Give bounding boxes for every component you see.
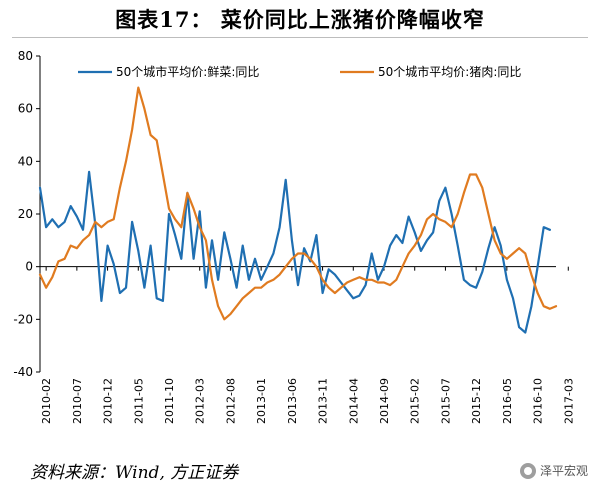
title-divider [12, 37, 588, 38]
legend-label-1: 50个城市平均价:鲜菜:同比 [116, 64, 259, 79]
x-tick-label: 2010-07 [71, 378, 84, 424]
chart-legend: 50个城市平均价:鲜菜:同比 50个城市平均价:猪肉:同比 [78, 64, 521, 79]
x-tick-label: 2012-03 [194, 378, 207, 424]
x-tick-label: 2017-03 [562, 378, 575, 424]
y-tick-label: 40 [18, 154, 33, 168]
x-tick-label: 2010-02 [40, 378, 53, 424]
x-tick-label: 2012-08 [224, 378, 237, 424]
chart-axes: -40 -20 0 20 40 60 80 2010-02 2010-07 2010-12 2011… [13, 49, 575, 424]
source-note: 资料来源：Wind, 方正证券 [30, 463, 239, 483]
x-tick-label: 2015-12 [470, 378, 483, 424]
x-tick-label: 2015-07 [439, 378, 452, 424]
x-tick-label: 2015-02 [409, 378, 422, 424]
y-tick-label: -20 [13, 312, 33, 326]
y-tick-label: 20 [18, 207, 33, 221]
x-tick-label: 2014-04 [347, 378, 360, 424]
x-tick-label: 2013-06 [286, 378, 299, 424]
x-tick-label: 2011-10 [163, 378, 176, 424]
legend-label-2: 50个城市平均价:猪肉:同比 [378, 64, 521, 79]
x-tick-label: 2011-05 [132, 378, 145, 424]
y-tick-label: -40 [13, 365, 33, 379]
x-tick-label: 2013-01 [255, 378, 268, 424]
x-tick-label: 2016-05 [501, 378, 514, 424]
x-tick-label: 2016-10 [532, 378, 545, 424]
watermark: 泽平宏观 [519, 462, 588, 479]
y-tick-label: 80 [18, 49, 33, 63]
wechat-icon [519, 462, 536, 479]
series-line-2 [38, 86, 558, 321]
watermark-text: 泽平宏观 [539, 464, 588, 478]
x-tick-label: 2013-11 [317, 378, 330, 424]
series-line-1 [38, 170, 552, 334]
x-tick-label: 2010-12 [102, 378, 115, 424]
y-tick-label: 0 [25, 260, 33, 274]
y-tick-label: 60 [18, 102, 33, 116]
series-layer [38, 86, 558, 334]
figure-title: 图表17： 菜价同比上涨猪价降幅收窄 [115, 7, 485, 32]
x-tick-label: 2014-09 [378, 378, 391, 424]
